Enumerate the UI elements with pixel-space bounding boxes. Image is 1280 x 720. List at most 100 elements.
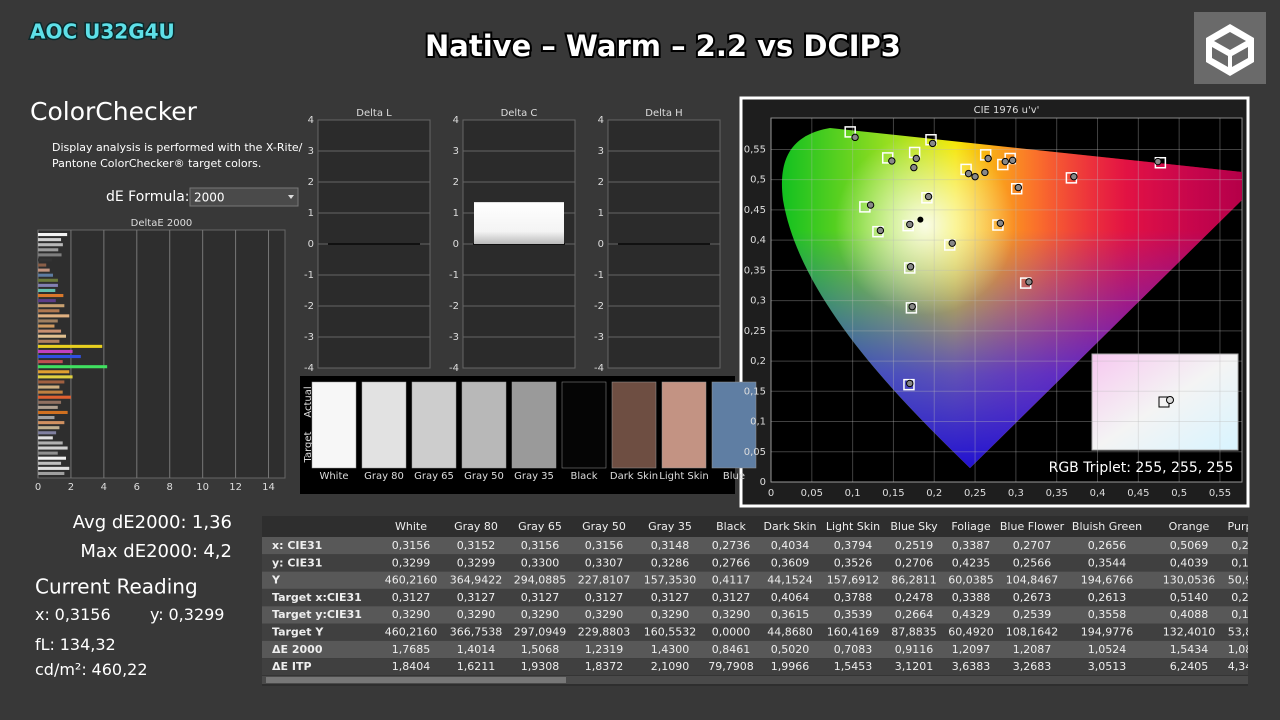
y-tick-label: -4 [449, 363, 459, 374]
select-value[interactable]: 2000 [194, 191, 225, 205]
swatch-name: Gray 80 [364, 471, 404, 482]
table-cell: 0,3387 [952, 539, 991, 552]
plot-area [37, 229, 286, 479]
table-cell: 1,6211 [457, 660, 496, 673]
reading-value: 460,22 [92, 660, 148, 679]
chart-title: Delta H [645, 108, 682, 119]
y-tick-label: 4 [598, 115, 604, 126]
y-tick-label: -3 [304, 332, 314, 343]
table-cell: 0,3794 [834, 539, 873, 552]
reading-value: 1,36 [192, 512, 232, 533]
actual-point [928, 139, 937, 148]
target-point [903, 378, 915, 391]
swatch [461, 381, 507, 469]
bar [38, 375, 73, 379]
y-tick-label: -1 [304, 270, 314, 281]
table-cell: 1,0524 [1088, 643, 1127, 656]
logo-icon [1206, 24, 1254, 76]
bar [38, 441, 63, 445]
row-label: ΔE ITP [272, 660, 312, 673]
reading: y: 0,3299 [150, 605, 224, 624]
bar [38, 446, 68, 450]
table-cell: 157,3530 [644, 574, 697, 587]
table-cell: 0,4088 [1170, 608, 1209, 621]
bar [38, 360, 63, 364]
table-cell: 0,2736 [712, 539, 751, 552]
y-tick-label: 3 [308, 146, 314, 157]
swatch [361, 381, 407, 469]
y-tick-label: 0,5 [750, 175, 766, 186]
table-row [262, 623, 1248, 641]
select-arrow [288, 195, 294, 199]
actual-point [851, 133, 859, 142]
bar [38, 334, 66, 338]
bar [38, 400, 62, 404]
formula-select[interactable]: 2000 [189, 187, 299, 207]
table-cell: 0,7083 [834, 643, 873, 656]
table-cell: 0,5020 [771, 643, 810, 656]
x-tick-label: 0,25 [964, 488, 986, 499]
row-label: Actual [303, 386, 314, 417]
swatch-name: Blue [723, 471, 745, 482]
table-cell: 0,4235 [952, 556, 991, 569]
reading-label: fL: [35, 635, 55, 654]
table-cell: 194,6766 [1081, 574, 1134, 587]
y-tick-label: 2 [598, 177, 604, 188]
chart-title: DeltaE 2000 [131, 218, 193, 229]
bar [38, 421, 65, 425]
bar [38, 309, 60, 313]
select-box[interactable] [189, 187, 299, 207]
table-cell: 1,4300 [651, 643, 690, 656]
row-label: Target y:CIE31 [272, 608, 362, 621]
x-tick-label: 0 [768, 488, 774, 499]
table-cell: 157,6912 [827, 574, 880, 587]
table-cell: 0,2566 [1013, 556, 1052, 569]
table-cell: 1,9966 [771, 660, 810, 673]
y-tick-label: 3 [598, 146, 604, 157]
table-cell: 1,5434 [1170, 643, 1209, 656]
target-point [904, 262, 916, 274]
bar [38, 395, 71, 399]
table-cell: 460,2160 [385, 574, 438, 587]
table-cell: 6,2405 [1170, 660, 1209, 673]
table-cell: 0,2766 [712, 556, 751, 569]
bar [38, 299, 56, 303]
table-cell: 0,3539 [834, 608, 873, 621]
x-tick-label: 0,15 [882, 488, 904, 499]
data-table: White Gray 80 Gray 65 Gray 50 Gray 35 Black Da… [262, 520, 1249, 676]
table-cell: 130,0536 [1163, 574, 1216, 587]
x-tick-label: 8 [167, 482, 173, 493]
table-cell: 1,7685 [392, 643, 431, 656]
table-cell: 0,2673 [1013, 591, 1052, 604]
reading: cd/m²: 460,22 [35, 660, 148, 679]
table-cell: 0,3290 [521, 608, 560, 621]
swatch [311, 381, 357, 469]
actual-point [906, 220, 914, 229]
table-cell: 0,2 [1231, 591, 1249, 604]
table-cell: 1,5068 [521, 643, 560, 656]
table-cell: 0,3156 [585, 539, 624, 552]
x-tick-label: 10 [196, 482, 209, 493]
logo[interactable] [1194, 12, 1266, 84]
swatch [511, 381, 557, 469]
x-tick-label: 0,4 [1090, 488, 1106, 499]
table-cell: 0,4329 [952, 608, 991, 621]
table-cell: 0,3290 [585, 608, 624, 621]
gamut [781, 128, 1242, 468]
table-cell: 0,2519 [895, 539, 934, 552]
bar [38, 253, 62, 257]
table-cell: 0,3290 [651, 608, 690, 621]
scroll-thumb[interactable] [266, 677, 566, 683]
swatch [411, 381, 457, 469]
table-cell: 0,3127 [457, 591, 496, 604]
reading-label: Max dE2000: [80, 541, 198, 562]
y-tick-label: 4 [453, 115, 459, 126]
actual-point [912, 154, 920, 163]
y-tick-label: 0,1 [750, 417, 766, 428]
column-header: Black [716, 520, 746, 533]
row-label: Target Y [272, 626, 324, 639]
scrollbar[interactable] [262, 676, 1248, 684]
actual-point [1001, 157, 1009, 166]
table-cell: 87,8835 [891, 626, 937, 639]
x-tick-label: 6 [134, 482, 140, 493]
